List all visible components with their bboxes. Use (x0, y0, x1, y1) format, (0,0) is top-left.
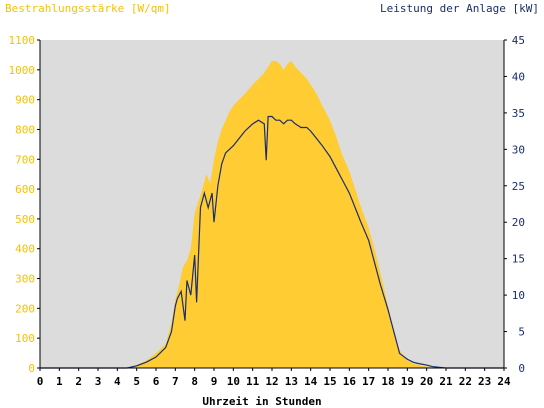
left-tick-label: 1000 (9, 64, 36, 77)
x-tick-label: 7 (172, 375, 179, 388)
x-tick-label: 18 (381, 375, 394, 388)
left-tick-label: 0 (28, 362, 35, 375)
left-axis-title: Bestrahlungsstärke [W/qm] (5, 2, 171, 15)
right-tick-label: 40 (512, 70, 525, 83)
x-tick-label: 22 (459, 375, 472, 388)
right-tick-label: 45 (512, 34, 525, 47)
x-tick-label: 19 (401, 375, 414, 388)
left-tick-label: 1100 (9, 34, 36, 47)
x-tick-label: 8 (191, 375, 198, 388)
x-tick-label: 3 (95, 375, 102, 388)
x-tick-label: 16 (343, 375, 357, 388)
x-tick-labels: 0 1 2 3 4 5 6 7 8 9 10 11 12 13 14 15 16 17 18 19 20 21 22 23 24 (37, 368, 511, 388)
left-tick-label: 100 (15, 332, 35, 345)
x-tick-label: 21 (439, 375, 453, 388)
x-tick-label: 24 (497, 375, 511, 388)
left-tick-label: 200 (15, 302, 35, 315)
left-tick-label: 900 (15, 94, 35, 107)
x-tick-label: 9 (211, 375, 218, 388)
right-tick-label: 0 (518, 362, 525, 375)
x-tick-label: 15 (323, 375, 336, 388)
x-tick-label: 1 (56, 375, 63, 388)
right-tick-label: 5 (518, 326, 525, 339)
right-tick-label: 20 (512, 216, 525, 229)
right-tick-label: 30 (512, 143, 525, 156)
left-tick-label: 700 (15, 153, 35, 166)
x-tick-label: 11 (246, 375, 260, 388)
x-tick-label: 4 (114, 375, 121, 388)
left-tick-label: 500 (15, 213, 35, 226)
left-tick-labels: 0 100 200 300 400 500 600 700 800 900 1000 1100 (9, 34, 40, 375)
x-tick-label: 2 (75, 375, 82, 388)
x-tick-label: 17 (362, 375, 375, 388)
right-tick-label: 25 (512, 180, 525, 193)
right-tick-label: 10 (512, 289, 525, 302)
left-tick-label: 300 (15, 273, 35, 286)
x-tick-label: 0 (37, 375, 44, 388)
x-tick-label: 13 (285, 375, 298, 388)
power-line (40, 115, 504, 369)
x-tick-label: 14 (304, 375, 318, 388)
left-tick-label: 400 (15, 243, 35, 256)
x-axis-label: Uhrzeit in Stunden (202, 395, 321, 408)
irradiance-area (40, 60, 504, 369)
right-tick-label: 15 (512, 253, 525, 266)
x-tick-label: 12 (265, 375, 278, 388)
x-tick-label: 5 (133, 375, 140, 388)
left-tick-label: 800 (15, 123, 35, 136)
right-axis-title: Leistung der Anlage [kW] (380, 2, 539, 15)
x-tick-label: 20 (420, 375, 433, 388)
x-tick-label: 23 (478, 375, 491, 388)
x-tick-label: 10 (227, 375, 240, 388)
right-tick-label: 35 (512, 107, 525, 120)
x-tick-label: 6 (153, 375, 160, 388)
left-tick-label: 600 (15, 183, 35, 196)
right-tick-labels: 0 5 10 15 20 25 30 35 40 45 (504, 34, 525, 375)
